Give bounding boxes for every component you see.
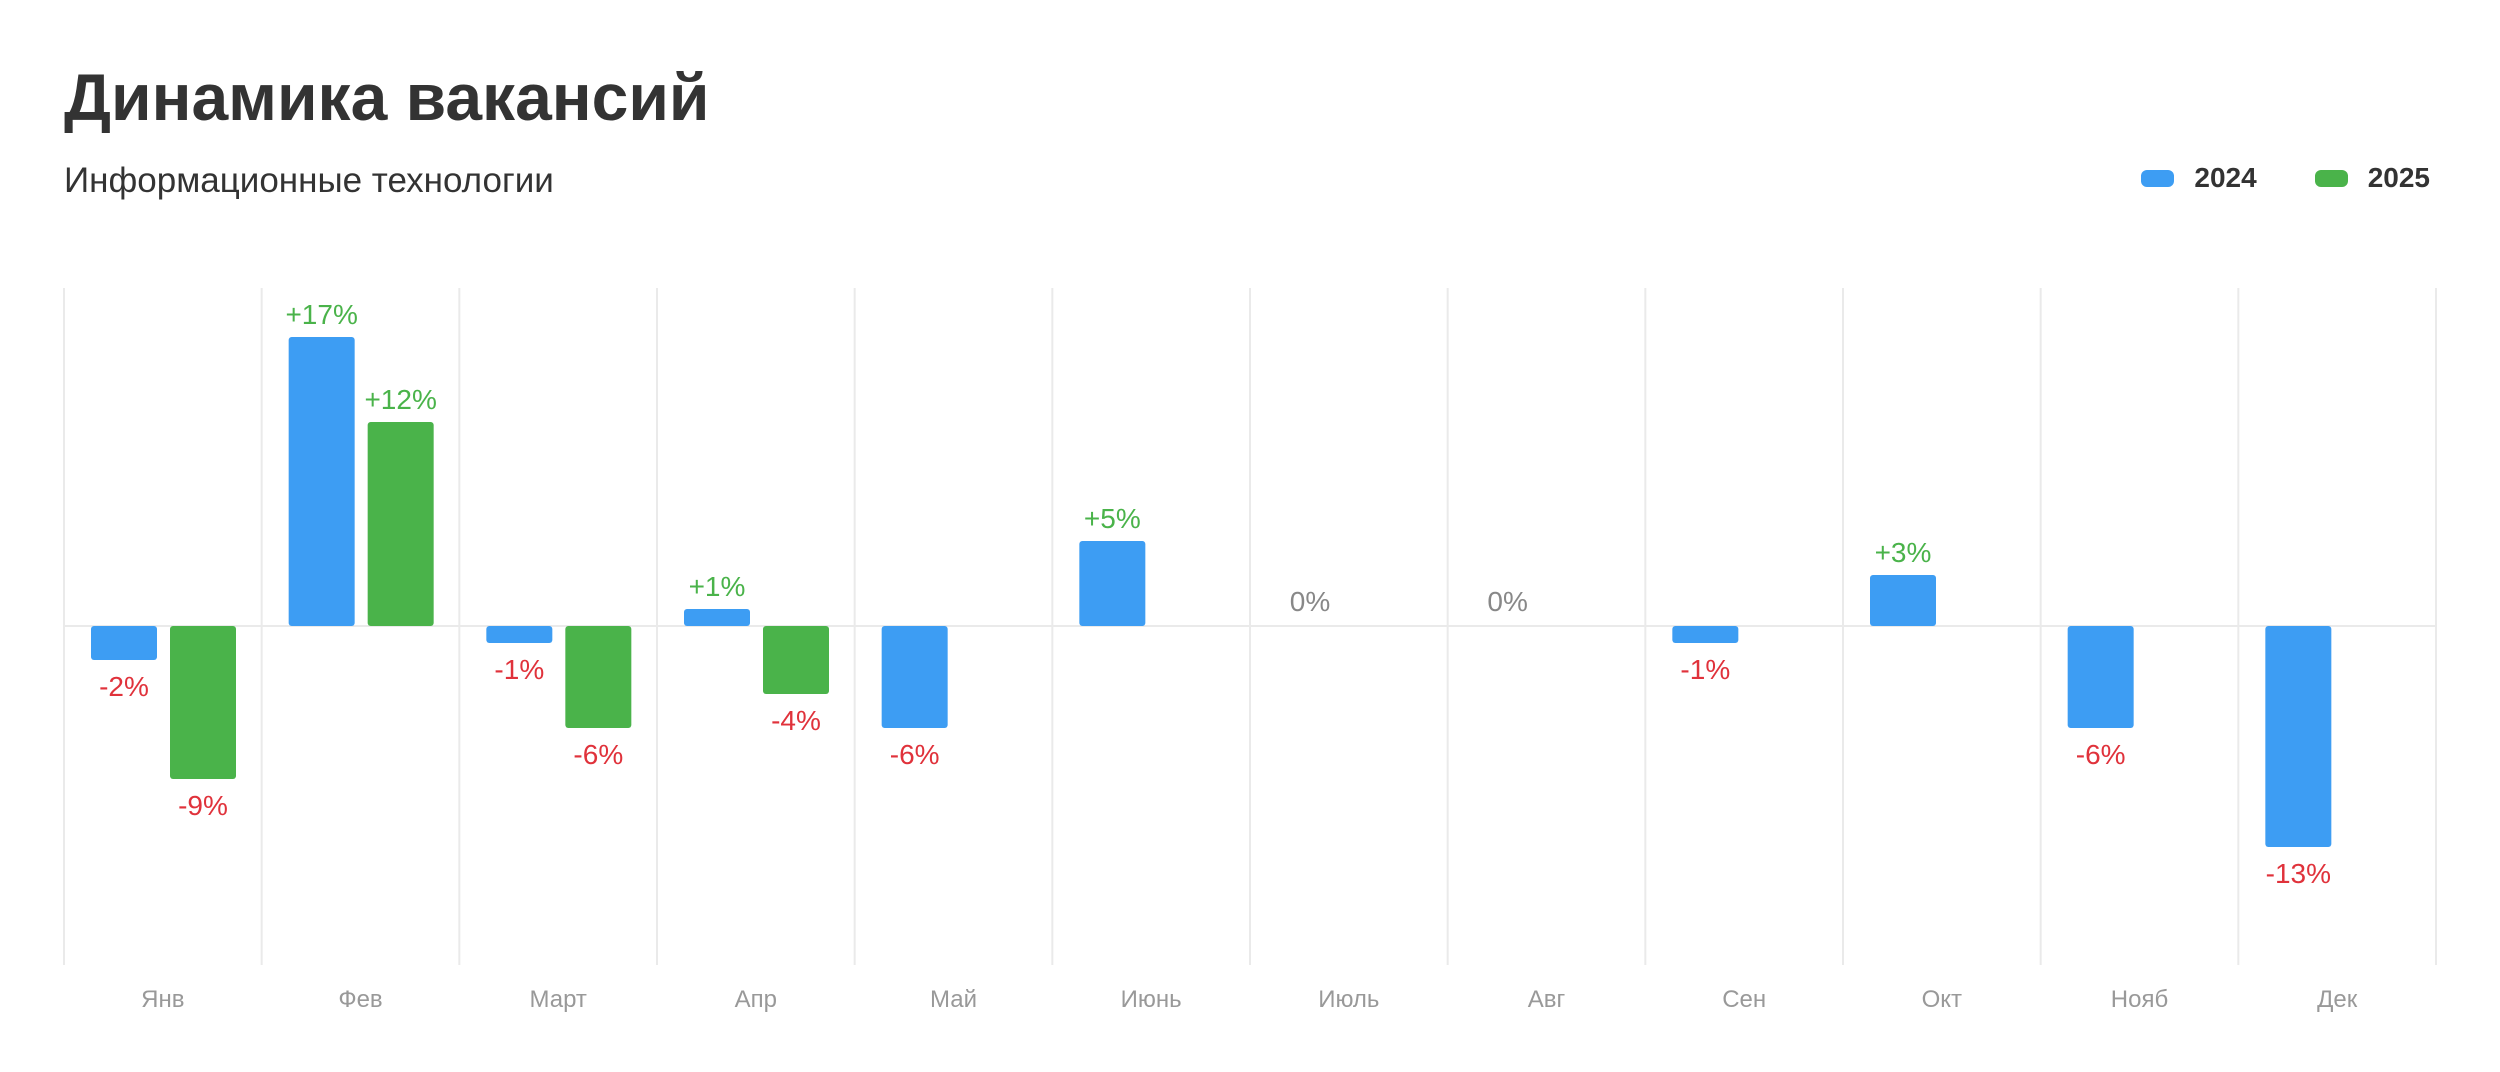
legend-item-2024[interactable]: 2024 (2141, 162, 2257, 194)
bar-2025[interactable] (763, 626, 829, 694)
x-tick-label: Дек (2317, 986, 2358, 1013)
x-tick-label: Май (930, 986, 977, 1013)
data-label: -2% (99, 671, 149, 702)
data-label: -6% (2076, 739, 2126, 770)
bar-2024[interactable] (1079, 541, 1146, 626)
bar-2024[interactable] (684, 609, 750, 626)
legend-label-2025: 2025 (2367, 162, 2430, 193)
x-tick-label: Сен (1722, 986, 1766, 1013)
x-tick-label: Янв (141, 986, 184, 1013)
x-tick-label: Авг (1528, 986, 1566, 1013)
data-label: -6% (890, 739, 940, 770)
bar-2025[interactable] (565, 626, 632, 728)
legend: 2024 2025 (2141, 162, 2430, 194)
data-label: -13% (2266, 858, 2331, 889)
x-tick-label: Март (529, 986, 586, 1013)
data-label: +5% (1084, 503, 1141, 534)
data-label: -6% (573, 739, 623, 770)
data-label: -1% (494, 654, 544, 685)
x-tick-label: Нояб (2111, 986, 2168, 1013)
chart-subtitle: Информационные технологии (64, 161, 554, 200)
data-label: +17% (285, 299, 357, 330)
data-label: +3% (1875, 537, 1932, 568)
x-tick-label: Апр (735, 986, 777, 1013)
bar-2024[interactable] (486, 626, 553, 643)
data-label: 0% (1487, 586, 1527, 617)
legend-swatch-2024 (2141, 169, 2175, 187)
bar-2024[interactable] (1870, 575, 1936, 626)
bar-2024[interactable] (288, 337, 355, 626)
bar-2024[interactable] (2067, 626, 2134, 728)
data-label: -1% (1680, 654, 1730, 685)
data-label: +1% (689, 571, 746, 602)
chart-title: Динамика вакансий (64, 60, 710, 134)
bar-2024[interactable] (1672, 626, 1739, 643)
data-label: -4% (771, 705, 821, 736)
bar-2024[interactable] (91, 626, 157, 660)
data-label: 0% (1290, 586, 1330, 617)
bar-2025[interactable] (367, 422, 434, 626)
bar-2024[interactable] (2265, 626, 2332, 847)
x-tick-label: Фев (338, 986, 382, 1013)
bar-2025[interactable] (170, 626, 236, 779)
legend-swatch-2025 (2314, 169, 2348, 187)
x-tick-label: Июнь (1121, 986, 1182, 1013)
data-label: -9% (178, 790, 228, 821)
legend-item-2025[interactable]: 2025 (2314, 162, 2430, 194)
x-tick-label: Июль (1318, 986, 1379, 1013)
bar-2024[interactable] (881, 626, 948, 728)
legend-label-2024: 2024 (2194, 162, 2257, 193)
x-tick-label: Окт (1922, 986, 1962, 1013)
data-label: +12% (364, 384, 436, 415)
